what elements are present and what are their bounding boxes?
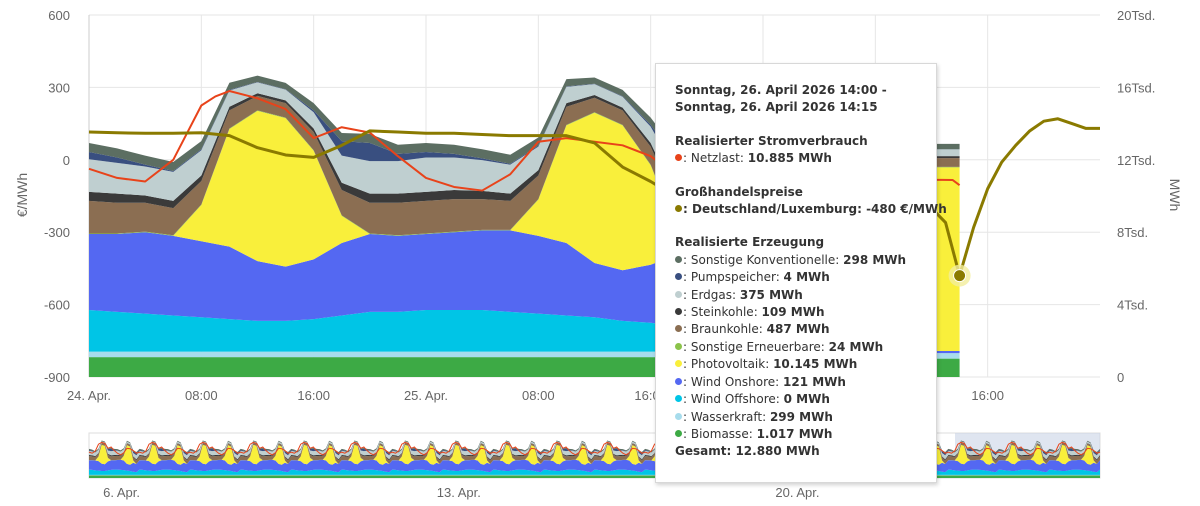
legend-dot-icon [675, 290, 682, 298]
navigator-area-sonstige-erneuerbare [89, 444, 1100, 465]
y-left-tick-label: -900 [44, 370, 70, 385]
tooltip-row-wasserkraft: : Wasserkraft: 299 MWh [675, 409, 918, 426]
tooltip-row-sonstige-konventionelle: : Sonstige Konventionelle: 298 MWh [675, 252, 918, 269]
y-axis-left-title: €/MWh [14, 173, 30, 217]
tooltip-series-name: : Braunkohle: [683, 322, 767, 337]
tooltip-series-value: 299 MWh [769, 409, 833, 424]
area-photovoltaik[interactable] [89, 110, 960, 351]
legend-dot-icon [675, 429, 682, 437]
x-tick-label: 24. Apr. [67, 388, 111, 403]
highlight-point[interactable] [953, 269, 967, 283]
navigator-area-wasserkraft [89, 474, 1100, 476]
y-left-tick-label: -600 [44, 298, 70, 313]
tooltip-series-value: 24 MWh [828, 339, 884, 354]
y-right-tick-label: 12Tsd. [1117, 153, 1155, 168]
tooltip-date-end: Sonntag, 26. April 2026 14:15 [675, 100, 878, 115]
legend-dot-icon [675, 154, 682, 162]
x-tick-label: 16:00 [297, 388, 330, 403]
tooltip-row-wind-onshore: : Wind Onshore: 121 MWh [675, 374, 918, 391]
y-left-tick-label: -300 [44, 225, 70, 240]
tooltip-row-braunkohle: : Braunkohle: 487 MWh [675, 321, 918, 338]
legend-dot-icon [675, 308, 682, 316]
legend-dot-icon [675, 255, 682, 263]
navigator-area-wind-offshore [89, 469, 1100, 475]
tooltip-series-name: : Wasserkraft: [683, 409, 770, 424]
tooltip-sections: Realisierter Stromverbrauch : Netzlast: 1… [675, 133, 947, 444]
navigator-tick-label: 6. Apr. [103, 485, 140, 500]
tooltip-date-start: Sonntag, 26. April 2026 14:00 - [675, 83, 887, 97]
legend-dot-icon [675, 395, 682, 403]
tooltip-row-steinkohle: : Steinkohle: 109 MWh [675, 304, 918, 321]
tooltip-row-erdgas: : Erdgas: 375 MWh [675, 287, 918, 304]
y-left-tick-label: 600 [48, 8, 70, 23]
y-right-tick-label: 20Tsd. [1117, 8, 1155, 23]
x-tick-label: 08:00 [185, 388, 218, 403]
area-steinkohle[interactable] [89, 93, 960, 277]
tooltip-series-name: : Photovoltaik: [683, 357, 774, 372]
legend-dot-icon [675, 273, 682, 281]
tooltip-series-name: : Netzlast: [683, 151, 748, 166]
tooltip-series-value: -480 €/MWh [866, 202, 947, 217]
tooltip-row-netzlast: : Netzlast: 10.885 MWh [675, 150, 918, 167]
tooltip-series-name: : Deutschland/Luxemburg: [683, 202, 867, 217]
tooltip-row-biomasse: : Biomasse: 1.017 MWh [675, 426, 918, 443]
navigator-tick-label: 20. Apr. [775, 485, 819, 500]
tooltip-series-value: 10.145 MWh [773, 357, 858, 372]
tooltip-series-value: 4 MWh [783, 270, 830, 285]
tooltip-row-wind-offshore: : Wind Offshore: 0 MWh [675, 391, 918, 408]
tooltip-total: Gesamt: 12.880 MWh [675, 444, 820, 459]
tooltip-row-sonstige-erneuerbare: : Sonstige Erneuerbare: 24 MWh [675, 339, 918, 356]
navigator-area-biomasse [89, 475, 1100, 478]
legend-dot-icon [675, 205, 682, 213]
y-left-tick-label: 300 [48, 80, 70, 95]
tooltip-series-name: : Erdgas: [683, 287, 740, 302]
legend-dot-icon [675, 360, 682, 368]
legend-dot-icon [675, 342, 682, 350]
tooltip-series-name: : Wind Offshore: [683, 392, 784, 407]
x-tick-label: 08:00 [522, 388, 555, 403]
tooltip-series-value: 375 MWh [739, 287, 803, 302]
range-navigator[interactable]: 6. Apr. 13. Apr. 20. Apr. [88, 432, 1101, 500]
x-tick-label: 16:00 [971, 388, 1004, 403]
tooltip-section-title: Großhandelspreise [675, 184, 803, 199]
x-tick-label: 25. Apr. [404, 388, 448, 403]
tooltip-series-name: : Sonstige Erneuerbare: [683, 339, 829, 354]
tooltip-series-value: 10.885 MWh [747, 151, 832, 166]
tooltip-row-photovoltaik: : Photovoltaik: 10.145 MWh [675, 356, 918, 373]
y-right-tick-label: 8Tsd. [1117, 225, 1148, 240]
tooltip-series-value: 0 MWh [783, 392, 830, 407]
y-right-tick-label: 16Tsd. [1117, 80, 1155, 95]
y-right-tick-label: 4Tsd. [1117, 298, 1148, 313]
tooltip-row-pumpspeicher: : Pumpspeicher: 4 MWh [675, 269, 918, 286]
tooltip-row-deutschland-luxemburg: : Deutschland/Luxemburg: -480 €/MWh [675, 201, 947, 218]
legend-dot-icon [675, 377, 682, 385]
tooltip-section-title: Realisierte Erzeugung [675, 235, 825, 250]
legend-dot-icon [675, 325, 682, 333]
tooltip-series-name: : Biomasse: [683, 426, 757, 441]
tooltip-series-value: 1.017 MWh [756, 426, 833, 441]
y-right-tick-label: 0 [1117, 370, 1124, 385]
navigator-tick-label: 13. Apr. [437, 485, 481, 500]
tooltip-series-value: 298 MWh [843, 252, 907, 267]
tooltip-section-title: Realisierter Stromverbrauch [675, 133, 868, 148]
tooltip: Sonntag, 26. April 2026 14:00 - Sonntag,… [655, 63, 947, 483]
tooltip-series-name: : Pumpspeicher: [683, 270, 784, 285]
axes: €/MWh MWh 600 300 0 -300 -600 -900 20Tsd. 16Tsd… [14, 8, 1183, 403]
tooltip-series-value: 487 MWh [766, 322, 830, 337]
tooltip-series-value: 121 MWh [783, 374, 846, 389]
tooltip-series-name: : Sonstige Konventionelle: [683, 252, 844, 267]
tooltip-series-name: : Wind Onshore: [683, 374, 783, 389]
y-axis-right-title: MWh [1167, 179, 1183, 212]
legend-dot-icon [675, 412, 682, 420]
tooltip-series-name: : Steinkohle: [683, 305, 762, 320]
tooltip-series-value: 109 MWh [761, 305, 825, 320]
y-left-tick-label: 0 [63, 153, 70, 168]
